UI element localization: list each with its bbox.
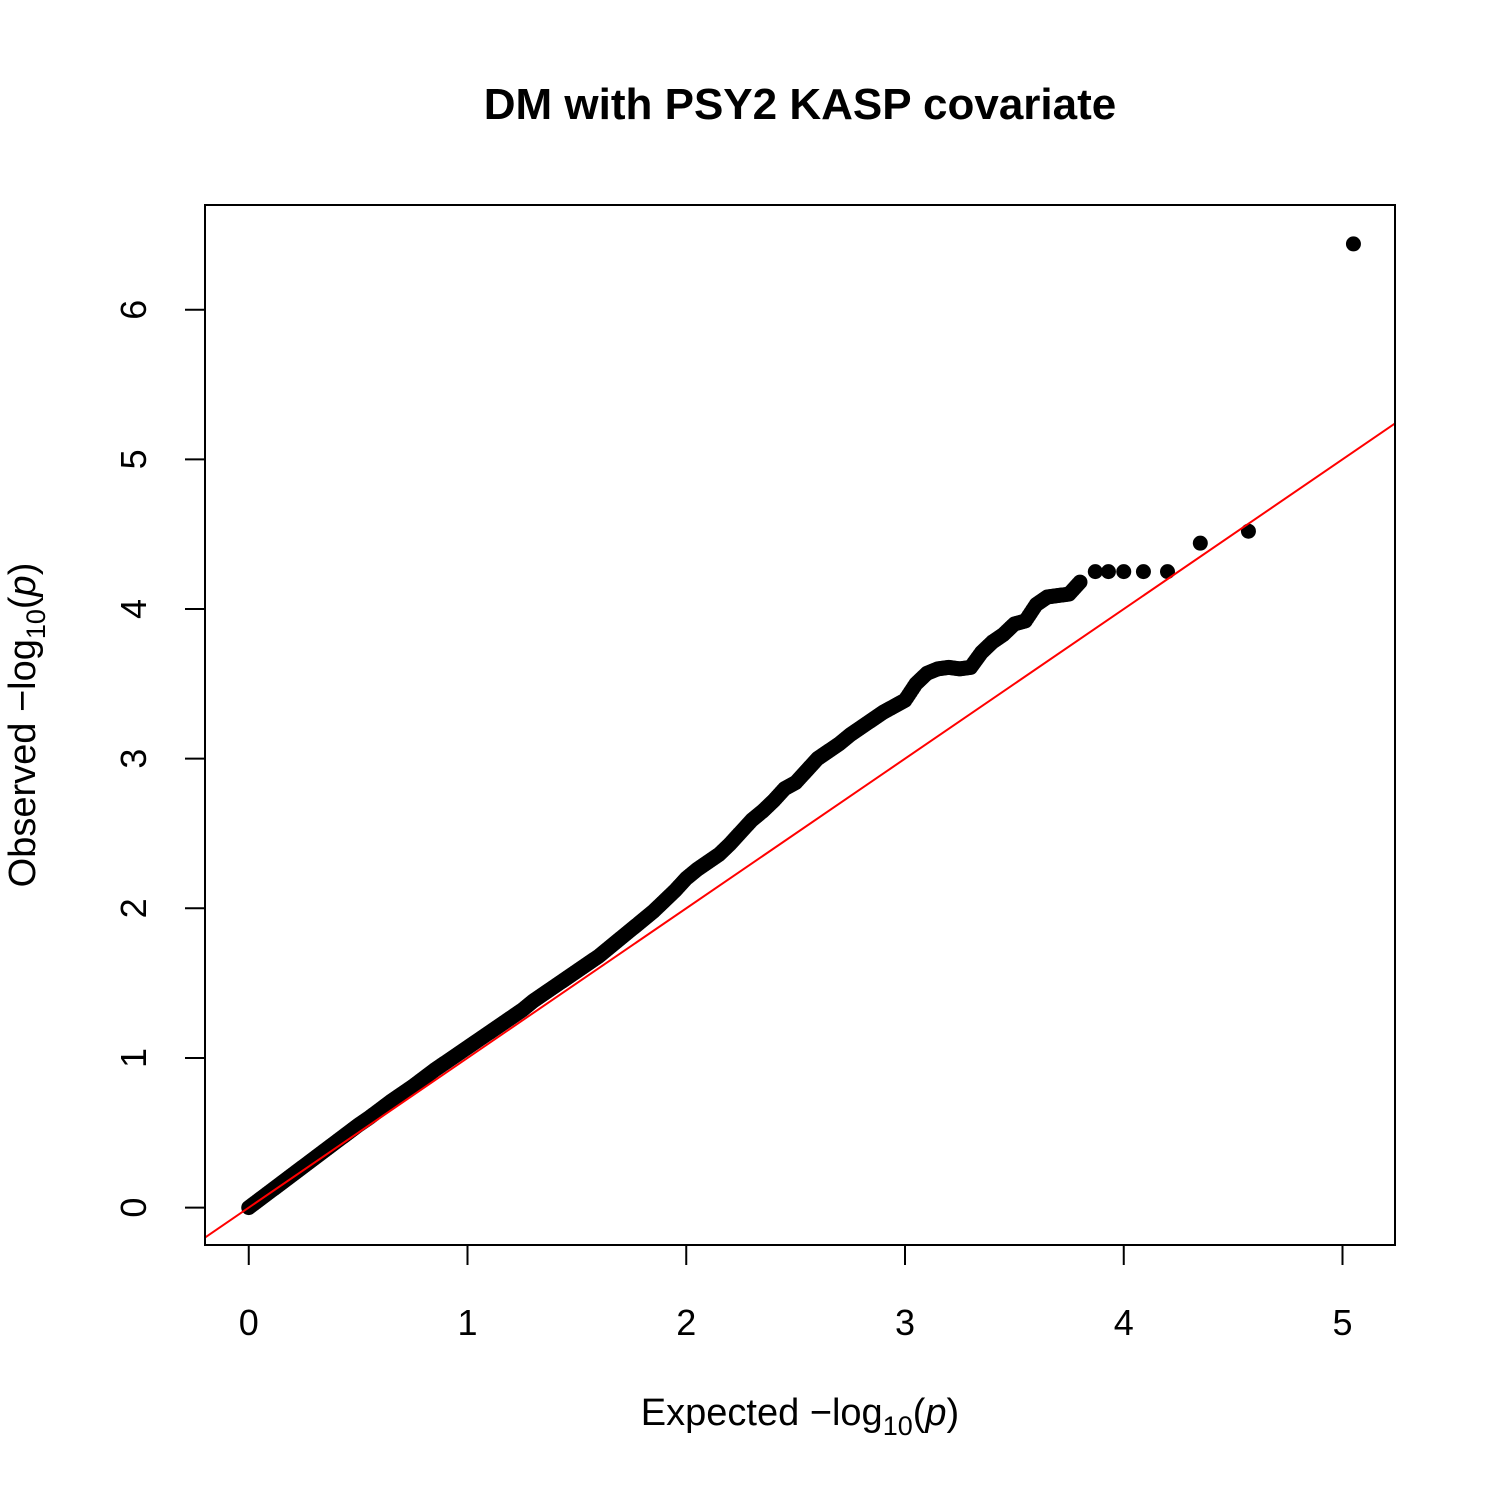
qq-point: [1160, 564, 1175, 580]
qq-point: [1135, 564, 1151, 580]
qq-point: [1345, 236, 1361, 252]
reference-line: [204, 422, 1396, 1239]
y-axis-label-close: ): [2, 563, 44, 576]
x-tick-label: 4: [1114, 1302, 1134, 1343]
y-tick-label: 6: [113, 300, 154, 320]
qq-point: [1192, 535, 1208, 551]
chart-title: DM with PSY2 KASP covariate: [484, 80, 1117, 129]
qq-point: [1240, 523, 1256, 539]
y-tick-label: 5: [113, 449, 154, 469]
qq-point: [1072, 574, 1088, 590]
y-axis-label-open: (: [2, 596, 44, 609]
y-tick-label: 3: [113, 749, 154, 769]
x-tick-label: 1: [457, 1302, 477, 1343]
x-tick-label: 0: [239, 1302, 259, 1343]
y-axis-label-var: p: [2, 575, 44, 597]
y-axis-label-subscript: 10: [21, 609, 51, 639]
y-axis-label: Observed −log10(p): [2, 563, 51, 888]
y-tick-label: 0: [113, 1198, 154, 1218]
x-axis-label: Expected −log10(p): [641, 1392, 959, 1441]
x-tick-label: 3: [895, 1302, 915, 1343]
x-axis-label-var: p: [924, 1392, 946, 1434]
y-tick-label: 4: [113, 599, 154, 619]
x-axis-label-prefix: Expected −log: [641, 1392, 883, 1434]
qq-point: [1087, 564, 1103, 580]
reference-line-group: [204, 422, 1396, 1239]
x-axis: 0 1 2 3 4 5: [239, 1244, 1353, 1343]
y-axis-label-prefix: Observed −log: [2, 639, 44, 887]
x-tick-label: 2: [676, 1302, 696, 1343]
x-axis-label-close: ): [947, 1392, 960, 1434]
qq-point: [1116, 564, 1132, 580]
qq-point: [1100, 564, 1116, 580]
data-points: [241, 236, 1361, 1216]
x-axis-label-open: (: [913, 1392, 926, 1434]
x-axis-label-subscript: 10: [883, 1411, 913, 1441]
plot-frame: [204, 204, 1396, 1246]
x-tick-label: 5: [1332, 1302, 1352, 1343]
y-tick-label: 2: [113, 898, 154, 918]
y-axis: 0 1 2 3 4 5 6: [113, 300, 206, 1218]
y-tick-label: 1: [113, 1048, 154, 1068]
